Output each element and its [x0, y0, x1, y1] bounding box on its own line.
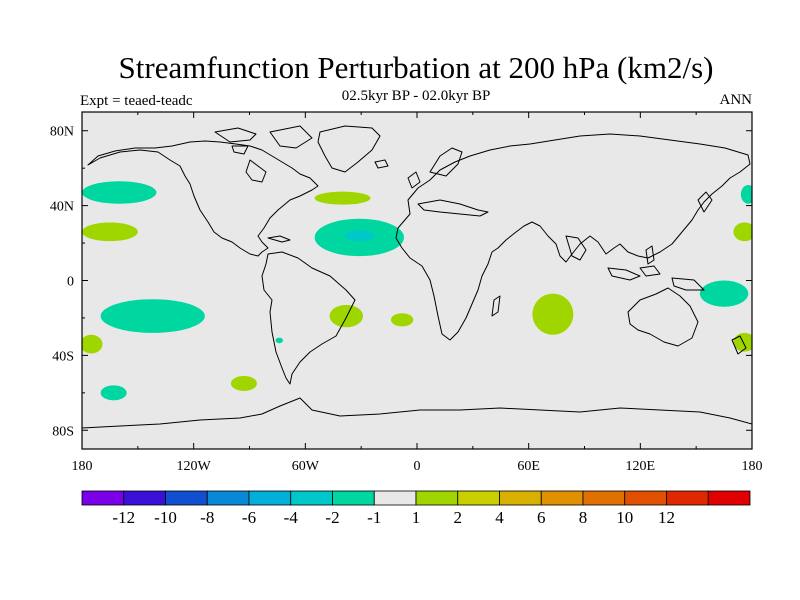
colorbar-label: -2: [325, 508, 339, 527]
coastline-iceland: [374, 159, 389, 169]
lat-tick-label: 0: [67, 275, 74, 290]
anomaly-region-16: [275, 337, 283, 344]
plot-subtitle: 02.5kyr BP - 02.0kyr BP: [341, 88, 491, 104]
colorbar-swatch: [499, 490, 542, 506]
coastline-japan: [697, 191, 713, 213]
anomaly-region-4: [100, 385, 127, 401]
colorbar-swatch: [582, 490, 626, 506]
lon-tick-label: 0: [414, 459, 421, 474]
colorbar-label: -1: [367, 508, 381, 527]
lon-tick-label: 180: [742, 459, 763, 474]
colorbar-swatch: [666, 490, 709, 506]
lon-tick-label: 60E: [517, 459, 540, 474]
lon-tick-label: 120E: [626, 459, 656, 474]
coastline-antarctica: [82, 397, 752, 429]
colorbar-swatch: [206, 490, 250, 506]
colorbar-label: -12: [112, 508, 135, 527]
colorbar-swatch: [290, 490, 333, 506]
colorbar-label: -8: [200, 508, 214, 527]
colorbar-label: 8: [579, 508, 588, 527]
colorbar-swatch: [165, 490, 208, 506]
anomaly-region-2: [100, 299, 205, 333]
coastline-indonesia: [607, 267, 641, 281]
coastline-british-isles: [407, 171, 421, 189]
colorbar-label: 10: [616, 508, 633, 527]
colorbar-label: -6: [242, 508, 256, 527]
colorbar-label: 2: [454, 508, 463, 527]
coastline-madagascar: [491, 295, 501, 317]
coastline-new-zealand: [731, 335, 747, 355]
colorbar-swatch: [81, 490, 125, 506]
colorbar-swatch: [457, 490, 500, 506]
colorbar-swatch: [248, 490, 292, 506]
coastline-india: [565, 235, 587, 261]
coastlines: [82, 125, 752, 429]
colorbar-swatch: [123, 490, 166, 506]
anomaly-region-9: [329, 304, 364, 328]
season-label: ANN: [719, 92, 753, 108]
colorbar-label: -10: [154, 508, 177, 527]
experiment-label: Expt = teaed-teadc: [80, 93, 193, 109]
colorbar: -12 -10 -8 -6 -4 -2 -1 1 2 4 6 8 10 12: [81, 490, 751, 527]
anomaly-region-3: [82, 334, 103, 354]
plot-title: Streamfunction Perturbation at 200 hPa (…: [118, 50, 714, 85]
colorbar-label: 12: [658, 508, 675, 527]
colorbar-label: 1: [412, 508, 421, 527]
colorbar-swatch: [415, 490, 459, 506]
lon-tick-label: 60W: [292, 459, 320, 474]
coastline-north-america: [87, 140, 319, 257]
coastline-greenland: [317, 125, 381, 173]
lat-tick-label: 80N: [50, 125, 74, 140]
coastline-mediterranean: [417, 199, 489, 217]
anomaly-region-10: [390, 313, 414, 327]
coastline-south-america: [261, 251, 356, 385]
anomaly-region-5: [230, 375, 257, 391]
coastline-eurasia-africa: [395, 133, 751, 341]
lon-tick-label: 120W: [177, 459, 212, 474]
latitude-axis: 80N 40N 0 40S 80S: [50, 125, 752, 439]
coastline-scandinavia: [429, 147, 463, 177]
lat-tick-label: 40N: [50, 200, 74, 215]
coastline-philippines: [645, 245, 655, 265]
coastline-hudson-bay: [245, 159, 267, 183]
map-background: [82, 112, 752, 449]
coastline-arctic-islands: [214, 127, 257, 143]
anomaly-region-13: [733, 222, 752, 242]
colorbar-swatch: [540, 490, 584, 506]
colorbar-label: 4: [495, 508, 504, 527]
anomaly-region-8: [344, 229, 375, 242]
coastline-caribbean: [267, 235, 291, 243]
colorbar-label: 6: [537, 508, 546, 527]
longitude-axis: 180 120W 60W 0 60E 120E 180: [72, 112, 763, 474]
colorbar-swatch: [332, 490, 375, 506]
anomaly-region-14: [740, 185, 752, 204]
lat-tick-label: 40S: [52, 349, 74, 364]
colorbar-label: -4: [284, 508, 299, 527]
coastline-australia: [627, 287, 699, 347]
anomaly-contours: [82, 181, 752, 401]
lon-tick-label: 180: [72, 459, 93, 474]
anomaly-region-6: [314, 191, 371, 205]
anomaly-region-11: [532, 293, 574, 335]
anomaly-region-0: [82, 181, 157, 204]
colorbar-swatch: [624, 490, 667, 506]
anomaly-region-12: [699, 280, 749, 307]
lat-tick-label: 80S: [52, 424, 74, 439]
colorbar-swatch: [373, 490, 417, 506]
anomaly-region-1: [82, 222, 138, 242]
colorbar-swatch: [707, 490, 751, 506]
